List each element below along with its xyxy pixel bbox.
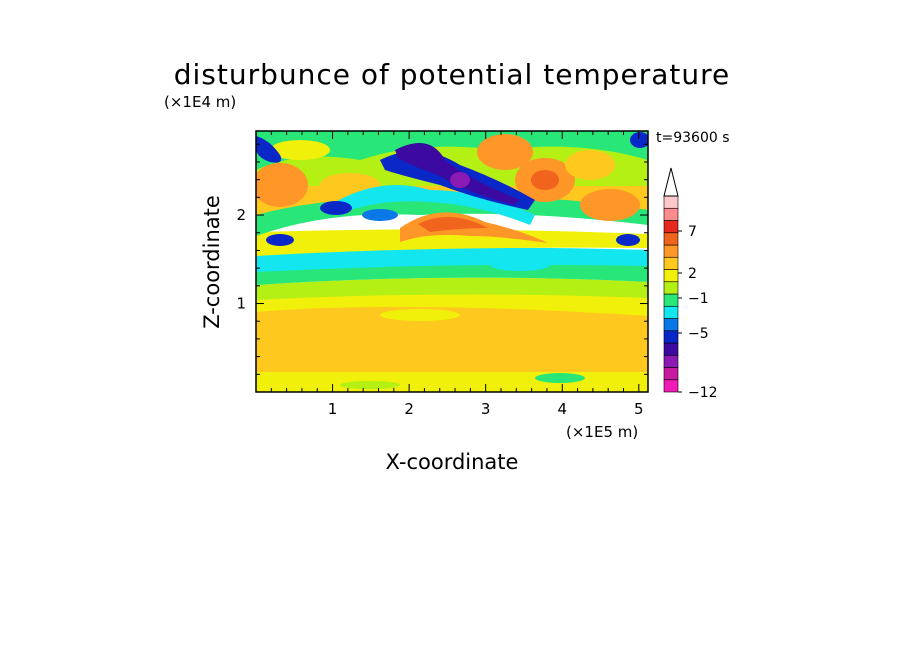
field-band [256,247,648,272]
field-band [256,229,648,256]
colorbar-swatch [663,305,679,319]
y-tick-label: 2 [236,206,246,224]
colorbar-swatch [663,269,679,283]
field-band [256,131,648,170]
y-scale-label: (×1E4 m) [164,93,236,111]
x-scale-label: (×1E5 m) [566,423,638,441]
field-band [256,292,648,316]
x-tick-label: 3 [481,400,491,418]
field-patch [256,136,282,163]
field-patch [340,381,400,389]
field-band [256,372,648,392]
chart-title: disturbunce of potential temperature [174,58,731,91]
colorbar-swatch [663,318,679,332]
field-patch [435,341,505,359]
field-patch [256,163,308,207]
heatmap-features [256,132,648,389]
colorbar-swatch [663,354,679,368]
colorbar-label: −5 [688,326,709,342]
field-patch [266,234,294,246]
colorbar-swatch [663,220,679,234]
field-patch [490,259,550,271]
colorbar-swatch [663,281,679,295]
field-band [256,277,648,300]
y-tick-label: 1 [236,295,246,313]
field-patch [270,140,330,160]
colorbar: 7 2 −1 −5 −12 [663,167,718,401]
field-patch [531,170,559,190]
colorbar-swatch [663,367,679,381]
colorbar-swatch [663,256,679,270]
x-tick-label: 4 [557,400,567,418]
field-patch [362,209,398,221]
colorbar-label: 2 [688,266,697,282]
colorbar-swatch [663,195,679,209]
field-patch [580,189,640,221]
plot-frame [255,130,649,393]
field-patch [477,134,533,170]
time-label: t=93600 s [656,130,730,146]
y-axis-label: Z-coordinate [200,195,224,329]
field-patch [320,201,352,215]
x-tick-label: 2 [404,400,414,418]
field-patch [570,337,630,353]
x-axis-ticks: 1 2 3 4 5 [270,131,644,418]
field-patch [630,132,648,148]
field-patch [418,216,488,232]
field-patch [450,172,470,188]
colorbar-swatch [663,293,679,307]
x-tick-label: 1 [328,400,338,418]
field-patch [535,373,585,383]
field-patch [616,234,640,246]
colorbar-swatch [663,244,679,258]
colorbar-swatch [663,330,679,344]
colorbar-swatch [663,379,679,393]
field-patch [330,185,535,225]
colorbar-extend-arrow [663,167,679,197]
field-patch [380,309,460,321]
colorbar-swatch [663,342,679,356]
x-tick-label: 5 [634,400,644,418]
colorbar-label: 7 [688,224,697,240]
colorbar-label: −1 [688,291,709,307]
y-axis-ticks: 12 [236,143,648,375]
field-patch [565,150,615,180]
x-axis-label: X-coordinate [386,450,519,474]
colorbar-label: −12 [688,385,718,401]
colorbar-swatch [663,232,679,246]
field-patch [290,322,350,338]
colorbar-swatch [663,207,679,221]
